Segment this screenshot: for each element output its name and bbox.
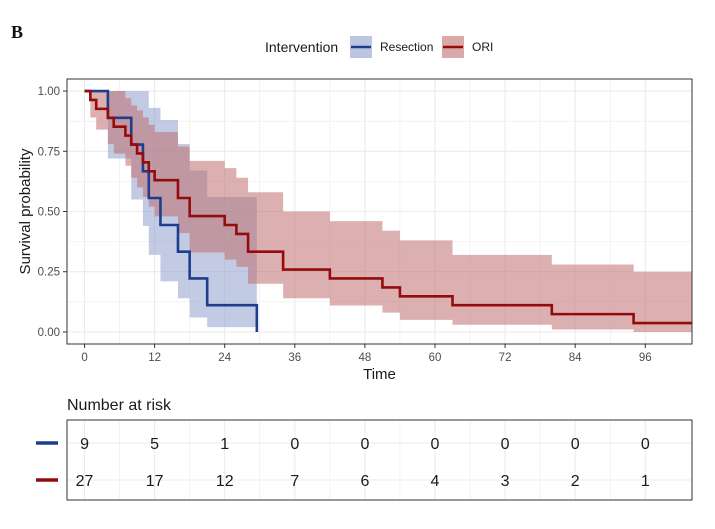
risk-value-resection: 0 xyxy=(571,436,580,453)
risk-value-resection: 0 xyxy=(290,436,299,453)
risk-value-resection: 5 xyxy=(150,436,159,453)
y-tick-label: 0.25 xyxy=(38,267,60,279)
legend-label-ori: ORI xyxy=(472,40,493,54)
x-tick-label: 48 xyxy=(358,352,371,364)
risk-value-resection: 0 xyxy=(360,436,369,453)
x-tick-label: 12 xyxy=(148,352,161,364)
x-axis-label: Time xyxy=(363,366,396,383)
y-tick-label: 0.00 xyxy=(38,327,60,339)
risk-value-ori: 1 xyxy=(641,473,650,490)
risk-value-ori: 17 xyxy=(146,473,164,490)
y-axis-label: Survival probability xyxy=(17,148,34,274)
risk-value-resection: 1 xyxy=(220,436,229,453)
legend-title: Intervention xyxy=(265,39,338,55)
x-tick-label: 24 xyxy=(218,352,231,364)
survival-line-resection xyxy=(84,89,259,332)
risk-value-ori: 6 xyxy=(360,473,369,490)
risk-value-resection: 0 xyxy=(641,436,650,453)
panel-label: B xyxy=(11,22,24,42)
legend: Intervention Resection ORI xyxy=(265,36,493,58)
x-tick-label: 60 xyxy=(429,352,442,364)
risk-table-frame xyxy=(66,419,693,501)
x-tick-label: 36 xyxy=(288,352,301,364)
risk-value-ori: 4 xyxy=(431,473,440,490)
risk-table: Number at risk 9 5 1 0 0 0 0 0 0 27 17 12 7 6 4 3 2 1 xyxy=(36,397,693,501)
ci-band-ori xyxy=(84,91,692,332)
x-tick-label: 72 xyxy=(499,352,512,364)
y-tick-label: 0.75 xyxy=(38,146,60,158)
x-tick-label: 84 xyxy=(569,352,582,364)
risk-value-resection: 0 xyxy=(431,436,440,453)
risk-value-resection: 0 xyxy=(501,436,510,453)
risk-value-ori: 3 xyxy=(501,473,510,490)
confidence-bands xyxy=(84,91,692,332)
x-tick-label: 0 xyxy=(81,352,87,364)
y-tick-label: 1.00 xyxy=(38,86,60,98)
y-tick-label: 0.50 xyxy=(38,207,60,219)
risk-value-ori: 12 xyxy=(216,473,234,490)
axes: 0 12 24 36 48 60 72 84 96 0.00 0.25 0.50 0.75 1.00 Tim… xyxy=(17,86,652,383)
risk-table-background xyxy=(67,420,692,500)
risk-value-resection: 9 xyxy=(80,436,89,453)
survival-line-ori xyxy=(84,89,692,325)
survival-curves xyxy=(84,89,692,332)
risk-value-ori: 7 xyxy=(290,473,299,490)
x-tick-label: 96 xyxy=(639,352,652,364)
risk-table-title: Number at risk xyxy=(67,397,172,414)
risk-value-ori: 2 xyxy=(571,473,580,490)
legend-label-resection: Resection xyxy=(380,40,433,54)
risk-value-ori: 27 xyxy=(76,473,94,490)
